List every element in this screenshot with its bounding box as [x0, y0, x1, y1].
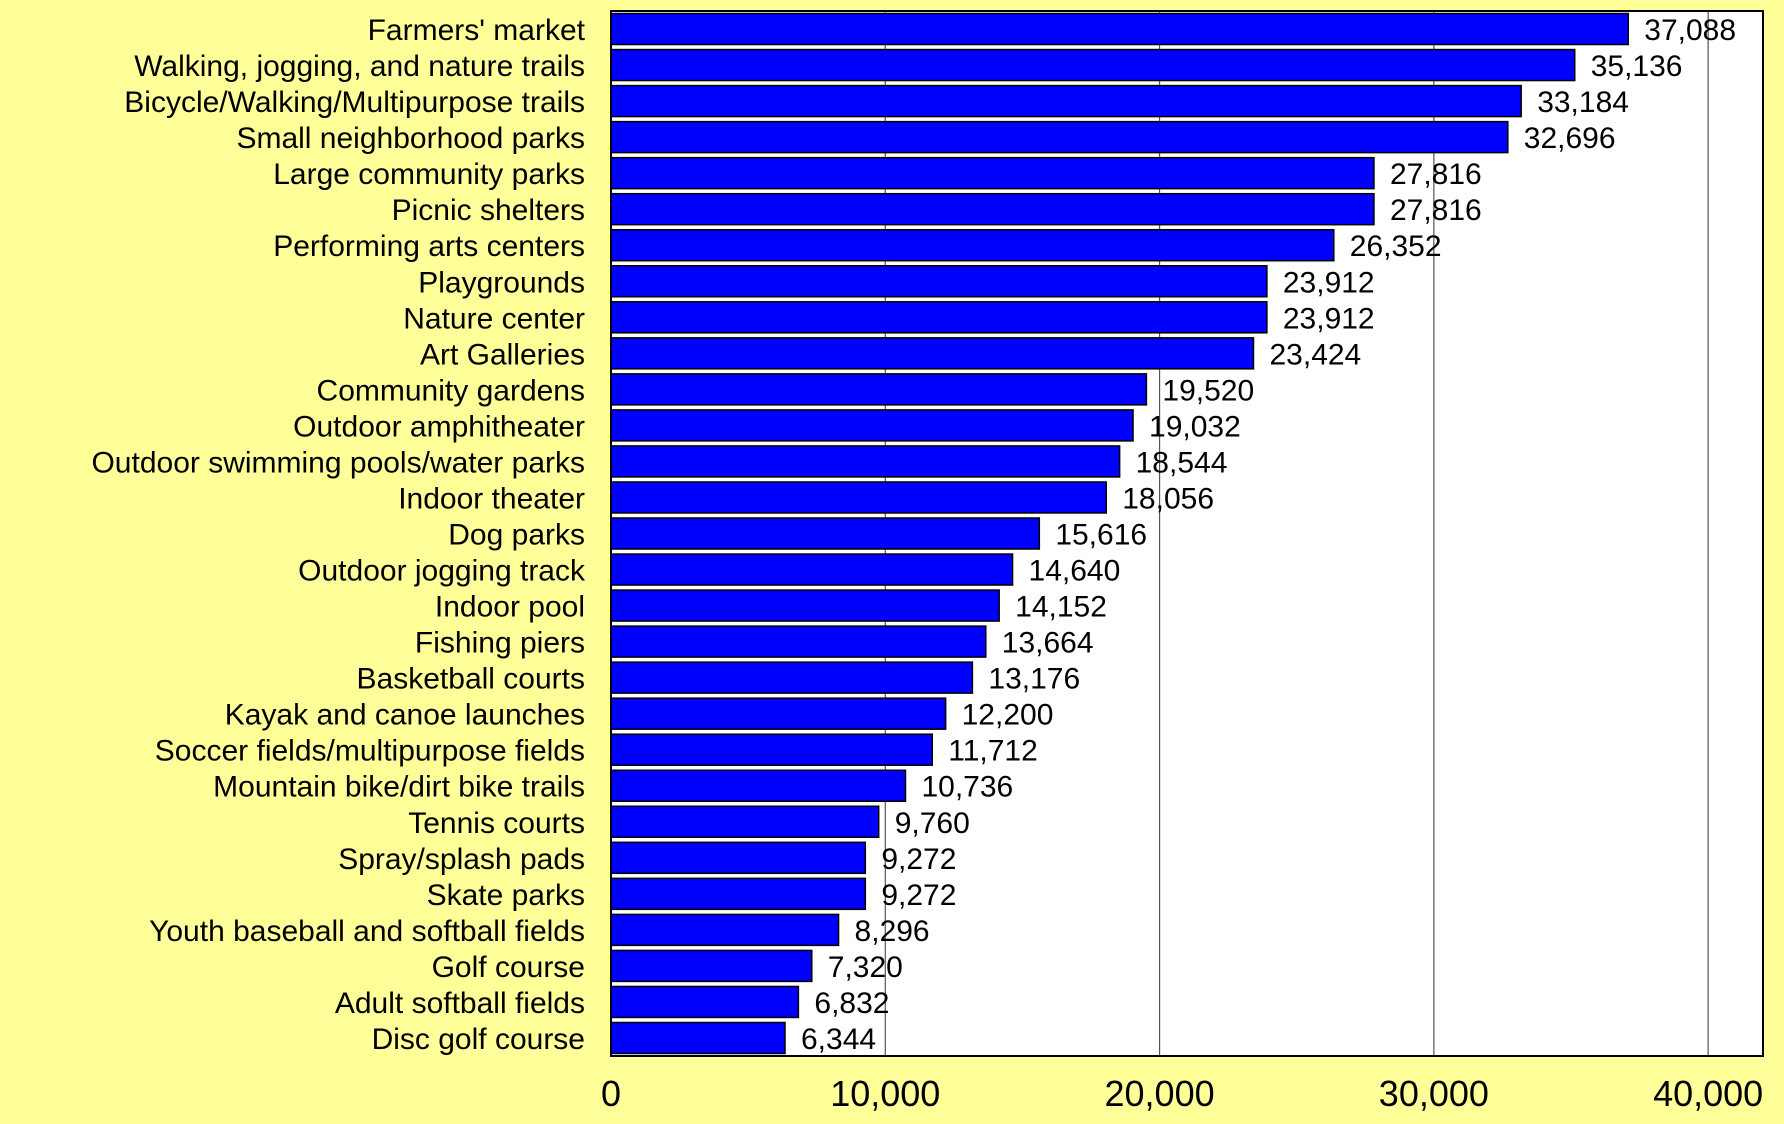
bar	[610, 84, 1522, 118]
bar	[610, 337, 1255, 370]
category-label: Outdoor swimming pools/water parks	[91, 446, 585, 479]
bar	[610, 409, 1134, 442]
bar	[610, 949, 813, 983]
category-label: Picnic shelters	[392, 194, 585, 227]
value-label: 11,712	[948, 735, 1038, 768]
bar	[610, 48, 1576, 82]
bar	[610, 661, 974, 694]
value-label: 37,088	[1644, 14, 1736, 47]
bar	[610, 697, 947, 730]
value-label: 8,296	[855, 915, 930, 948]
bar	[610, 733, 933, 766]
category-label: Playgrounds	[418, 266, 585, 299]
bar	[610, 12, 1630, 46]
bar	[610, 481, 1108, 514]
value-label: 7,320	[828, 951, 903, 984]
category-label: Tennis courts	[408, 807, 585, 840]
value-label: 13,664	[1002, 627, 1094, 660]
category-label: Adult softball fields	[335, 987, 585, 1020]
bar	[610, 841, 867, 875]
bar	[610, 517, 1041, 550]
x-tick-label: 20,000	[1105, 1073, 1215, 1114]
x-tick-label: 40,000	[1653, 1073, 1763, 1114]
value-label: 33,184	[1537, 86, 1629, 119]
category-label: Indoor theater	[398, 482, 585, 515]
value-label: 27,816	[1390, 194, 1482, 227]
bar	[610, 228, 1335, 262]
category-label: Golf course	[432, 951, 585, 984]
category-label: Skate parks	[427, 879, 585, 912]
category-label: Small neighborhood parks	[236, 122, 585, 155]
bars	[610, 12, 1630, 1055]
value-label: 9,760	[895, 807, 970, 840]
x-tick-label: 10,000	[830, 1073, 940, 1114]
value-label: 35,136	[1591, 50, 1683, 83]
bar	[610, 156, 1375, 190]
value-label: 19,520	[1162, 374, 1254, 407]
value-label: 15,616	[1055, 519, 1147, 552]
category-label: Outdoor amphitheater	[293, 410, 585, 443]
x-tick-label: 30,000	[1379, 1073, 1489, 1114]
value-label: 14,152	[1015, 591, 1107, 624]
value-label: 32,696	[1524, 122, 1616, 155]
plot-border	[610, 10, 1764, 1057]
category-label: Youth baseball and softball fields	[149, 915, 585, 948]
x-tick-label: 0	[601, 1073, 621, 1114]
bar	[610, 985, 800, 1019]
value-labels: 37,08835,13633,18432,69627,81627,81626,3…	[801, 14, 1736, 1056]
bar	[610, 373, 1148, 406]
category-label: Indoor pool	[435, 591, 585, 624]
category-label: Large community parks	[273, 158, 585, 191]
value-label: 10,736	[921, 771, 1013, 804]
category-label: Dog parks	[448, 519, 585, 552]
value-label: 9,272	[881, 843, 956, 876]
category-label: Mountain bike/dirt bike trails	[213, 771, 585, 804]
category-label: Nature center	[403, 302, 585, 335]
value-label: 9,272	[881, 879, 956, 912]
category-label: Art Galleries	[420, 338, 585, 371]
bar	[610, 445, 1121, 478]
value-label: 23,424	[1269, 338, 1361, 371]
bar	[610, 877, 867, 911]
category-label: Outdoor jogging track	[298, 555, 586, 588]
category-label: Community gardens	[317, 374, 585, 407]
value-label: 12,200	[962, 699, 1054, 732]
bar	[610, 265, 1268, 298]
bar	[610, 769, 907, 802]
x-axis-ticks: 0 10,000 20,000 30,000 40,000	[601, 1073, 1763, 1114]
value-label: 27,816	[1390, 158, 1482, 191]
category-label: Spray/splash pads	[338, 843, 585, 876]
bar	[610, 805, 880, 839]
value-label: 26,352	[1350, 230, 1442, 263]
value-label: 18,056	[1122, 482, 1214, 515]
value-label: 6,832	[814, 987, 889, 1020]
category-label: Bicycle/Walking/Multipurpose trails	[124, 86, 585, 119]
category-label: Farmers' market	[368, 14, 586, 47]
value-label: 13,176	[988, 663, 1080, 696]
bar	[610, 589, 1000, 622]
bar	[610, 301, 1268, 334]
category-label: Kayak and canoe launches	[225, 699, 585, 732]
category-label: Fishing piers	[415, 627, 585, 660]
value-label: 18,544	[1136, 446, 1228, 479]
category-label: Walking, jogging, and nature trails	[134, 50, 585, 83]
value-label: 23,912	[1283, 266, 1375, 299]
value-label: 23,912	[1283, 302, 1375, 335]
value-label: 14,640	[1029, 555, 1121, 588]
category-label: Performing arts centers	[273, 230, 585, 263]
category-label: Disc golf course	[372, 1023, 585, 1056]
value-label: 6,344	[801, 1023, 876, 1056]
bar	[610, 1021, 786, 1055]
bar	[610, 625, 987, 658]
bar	[610, 192, 1375, 226]
category-label: Soccer fields/multipurpose fields	[155, 735, 585, 768]
bar	[610, 913, 840, 947]
category-label: Basketball courts	[357, 663, 585, 696]
bar	[610, 120, 1509, 154]
bar	[610, 553, 1014, 586]
value-label: 19,032	[1149, 410, 1241, 443]
